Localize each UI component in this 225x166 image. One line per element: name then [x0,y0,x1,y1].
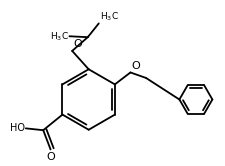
Text: O: O [46,152,55,162]
Text: HO: HO [10,123,25,133]
Text: O: O [131,61,140,71]
Text: O: O [73,40,82,49]
Text: H$_3$C: H$_3$C [50,30,68,42]
Text: H$_3$C: H$_3$C [100,10,119,23]
